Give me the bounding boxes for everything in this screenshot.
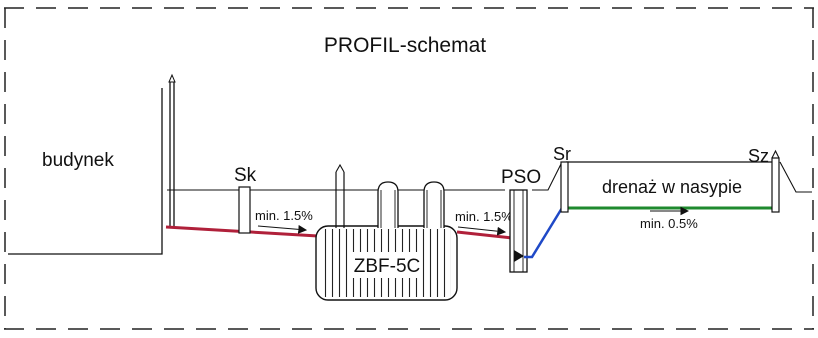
slope-label-2: min. 1.5% — [455, 209, 513, 224]
slope-indicator-3: min. 0.5% — [640, 206, 698, 231]
dashed-border — [4, 7, 814, 330]
pso-label: PSO — [501, 167, 541, 188]
vent-pipe-building — [168, 73, 176, 226]
pump-icon — [514, 250, 524, 262]
sr-label: Sr — [553, 144, 571, 164]
tank-riser-1 — [377, 181, 399, 228]
pressure-pipe — [524, 207, 564, 259]
drainage-bed: drenaż w nasypie — [566, 161, 774, 210]
pump-well-pso: PSO — [501, 167, 541, 273]
sewer-pipe-outlet — [456, 230, 513, 240]
building-label: budynek — [42, 150, 114, 171]
vent-cap-icon — [771, 149, 780, 159]
building: budynek — [8, 88, 163, 255]
end-well-sz: Sz — [748, 146, 780, 213]
slope-indicator-1: min. 1.5% — [255, 208, 313, 234]
distribution-well-sr: Sr — [553, 144, 571, 213]
slope-label-3: min. 0.5% — [640, 216, 698, 231]
tank-vent — [335, 163, 345, 228]
drainage-label: drenaż w nasypie — [602, 177, 742, 197]
diagram-title: PROFIL-schemat — [324, 34, 486, 57]
tank-riser-2 — [423, 181, 445, 228]
building-outline — [8, 88, 163, 255]
slope-indicator-2: min. 1.5% — [455, 209, 513, 236]
inspection-well-sk: Sk — [234, 165, 257, 234]
slope-label-1: min. 1.5% — [255, 208, 313, 223]
sk-label: Sk — [234, 165, 257, 186]
flow-arrow-icon — [257, 224, 308, 234]
septic-tank-zbf-5c: ZBF-5C — [315, 225, 458, 301]
tank-label: ZBF-5C — [354, 256, 421, 277]
sz-label: Sz — [748, 146, 769, 166]
flow-arrow-icon — [457, 226, 507, 236]
